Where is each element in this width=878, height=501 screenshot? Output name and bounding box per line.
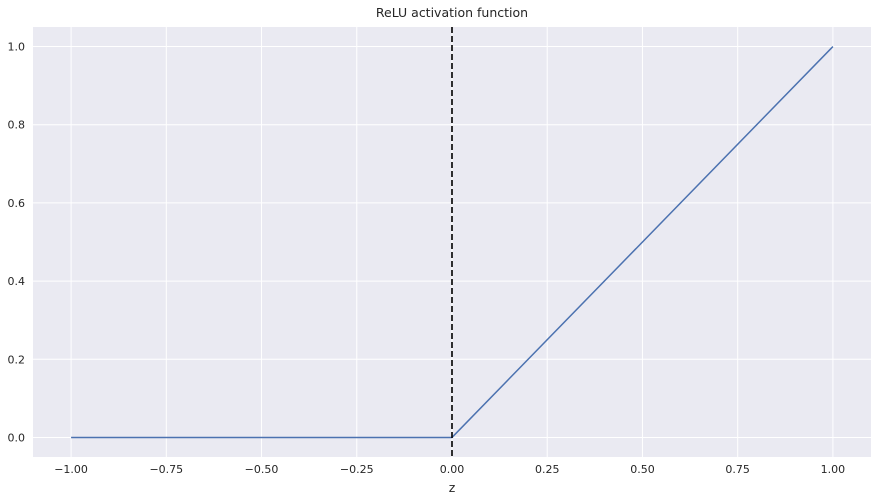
x-tick-label: −1.00 — [54, 463, 88, 476]
y-tick-label: 0.2 — [8, 353, 26, 366]
x-axis-ticks: −1.00 −0.75 −0.50 −0.25 0.00 0.25 0.50 0.75 1.00 — [54, 463, 845, 476]
x-axis-label: z — [449, 480, 456, 495]
x-tick-label: 0.25 — [535, 463, 560, 476]
x-tick-label: −0.50 — [245, 463, 279, 476]
x-tick-label: 0.00 — [440, 463, 465, 476]
x-tick-label: −0.25 — [340, 463, 374, 476]
x-tick-label: −0.75 — [149, 463, 183, 476]
y-axis-ticks: 0.0 0.2 0.4 0.6 0.8 1.0 — [8, 41, 26, 445]
x-tick-label: 0.50 — [630, 463, 655, 476]
y-tick-label: 0.0 — [8, 431, 26, 444]
y-tick-label: 0.6 — [8, 197, 26, 210]
x-tick-label: 1.00 — [821, 463, 846, 476]
y-tick-label: 0.4 — [8, 275, 26, 288]
x-tick-label: 0.75 — [725, 463, 750, 476]
y-tick-label: 1.0 — [8, 41, 26, 54]
y-tick-label: 0.8 — [8, 119, 26, 132]
chart-title: ReLU activation function — [376, 5, 528, 20]
